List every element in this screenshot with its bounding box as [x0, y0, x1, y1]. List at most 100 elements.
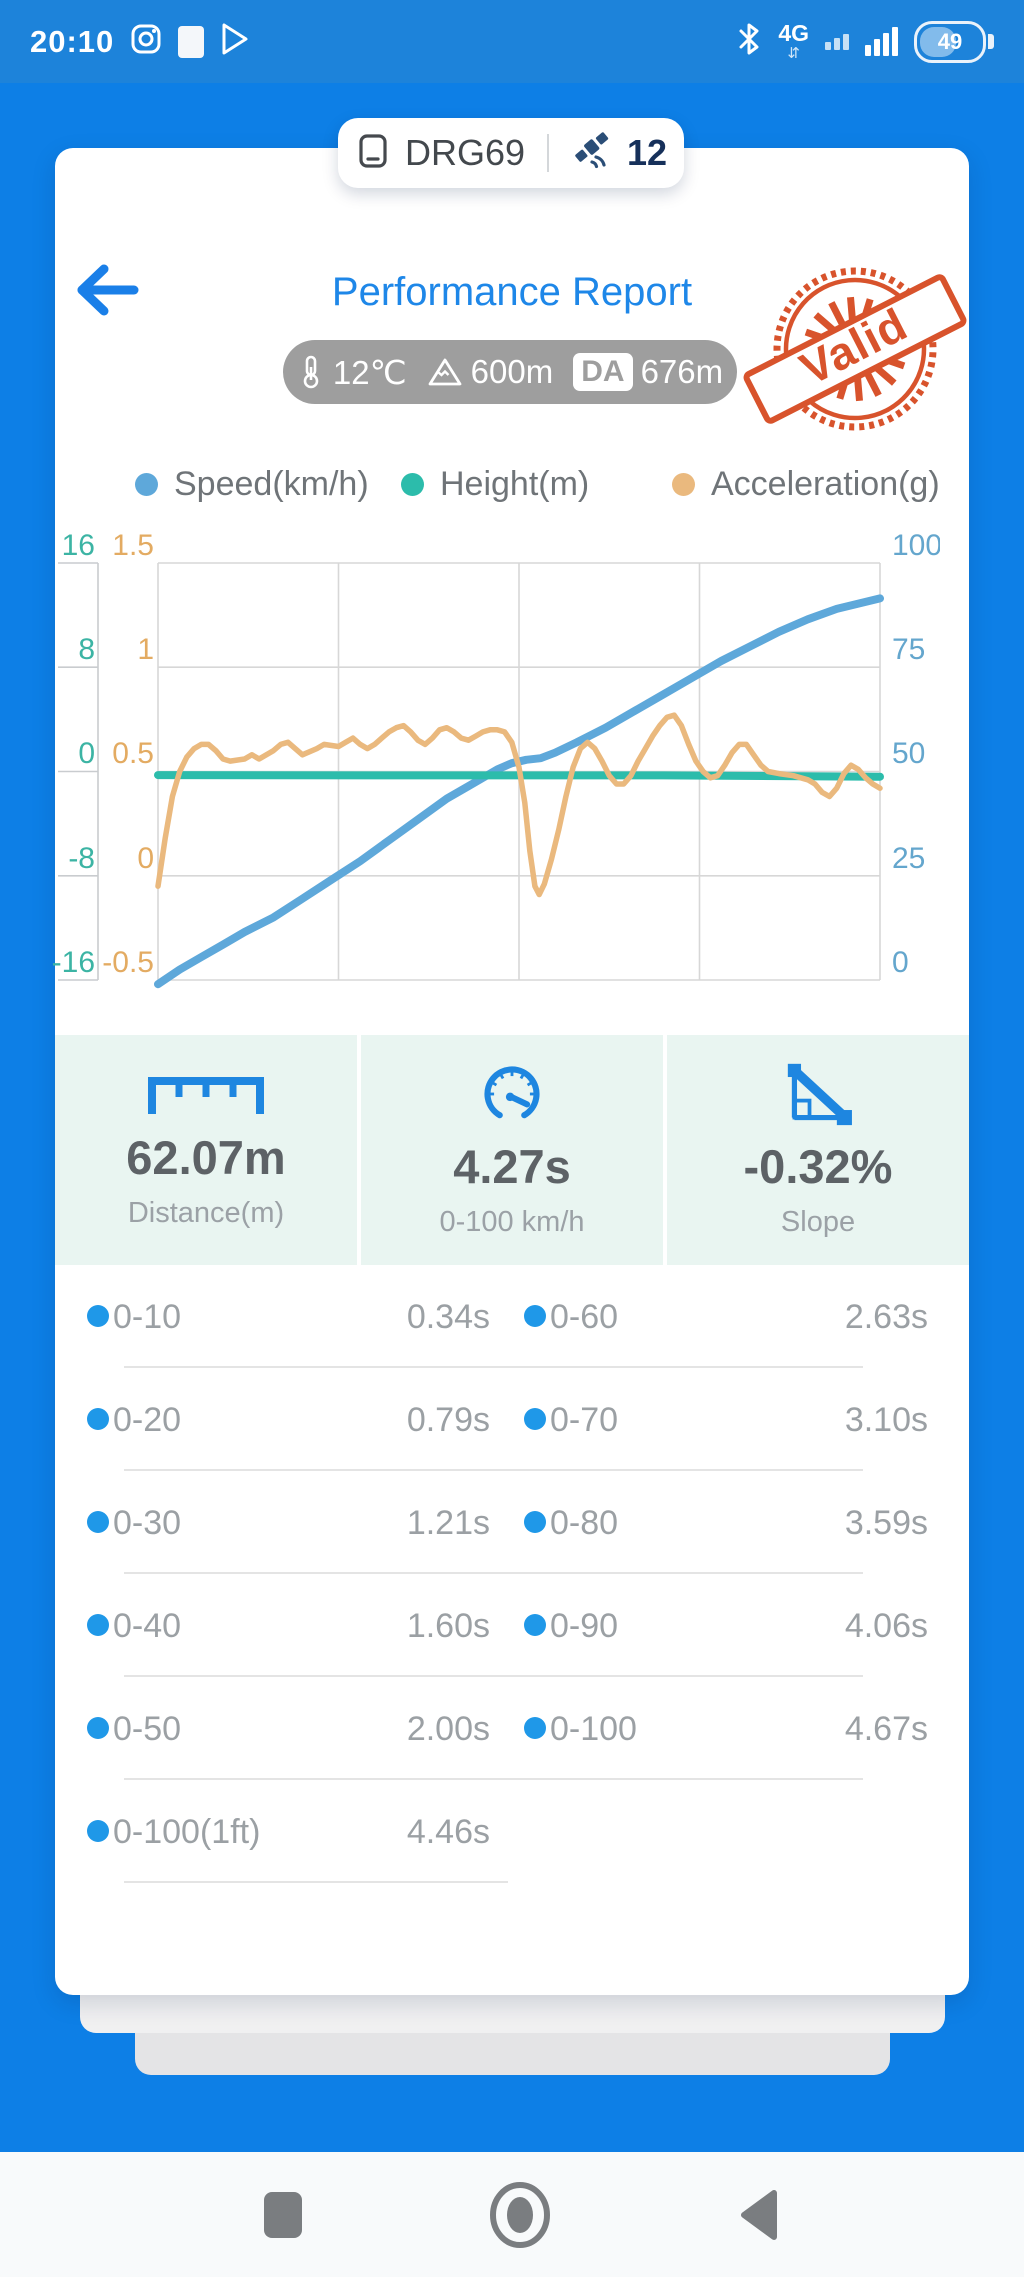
speed-dot-icon	[135, 472, 158, 496]
table-row: 0-40 1.60s 0-90 4.06s	[55, 1574, 969, 1677]
row-divider	[124, 1469, 863, 1471]
recents-square-icon	[264, 2191, 302, 2238]
pill-divider	[547, 134, 549, 172]
height-dot-icon	[401, 472, 424, 496]
series-line-Height(m)	[154, 771, 884, 781]
svg-text:-16: -16	[52, 946, 95, 979]
legend-label: Acceleration(g)	[711, 464, 940, 503]
card-stack-layer-1	[80, 1995, 945, 2033]
battery-indicator: 49	[914, 20, 994, 63]
back-nav-button[interactable]	[698, 2152, 818, 2277]
svg-text:75: 75	[892, 633, 925, 666]
time-value: 1.21s	[406, 1504, 490, 1542]
bullet-icon	[524, 1511, 546, 1533]
svg-text:25: 25	[892, 842, 925, 875]
svg-text:0: 0	[137, 842, 154, 875]
svg-text:0.5: 0.5	[112, 737, 154, 770]
legend-label: Speed(km/h)	[174, 464, 369, 503]
legend-item-acceleration: Acceleration(g)	[672, 462, 940, 506]
row-divider	[124, 1881, 508, 1883]
time-value: 4.46s	[406, 1813, 490, 1851]
signal-bars-sim2-icon	[865, 27, 898, 56]
page-title: Performance Report	[331, 270, 693, 314]
satellite-icon	[571, 130, 613, 177]
range-label: 0-90	[550, 1607, 619, 1645]
instagram-icon	[130, 23, 162, 60]
battery-icon: 49	[914, 20, 986, 63]
bluetooth-icon	[736, 22, 762, 61]
slope-icon	[787, 1063, 852, 1126]
stats-panel: 62.07m Distance(m) 4.27s 0-100 km/h	[55, 1035, 969, 1265]
temperature-value: 12℃	[332, 353, 407, 391]
row-divider	[124, 1366, 863, 1368]
series-line-Speed(km/h)	[154, 594, 884, 989]
distance-label: Distance(m)	[127, 1197, 285, 1229]
range-label: 0-80	[550, 1504, 619, 1542]
time-value: 3.59s	[844, 1504, 928, 1542]
back-button[interactable]	[68, 262, 144, 318]
device-pill[interactable]: DRG69 12	[338, 118, 684, 188]
table-row: 0-10 0.34s 0-60 2.63s	[55, 1265, 969, 1368]
range-label: 0-60	[550, 1298, 619, 1336]
time-value: 0.34s	[406, 1298, 490, 1336]
height-axis-labels: 16 8 0 -8 -16	[52, 529, 95, 979]
bullet-icon	[87, 1820, 109, 1842]
data-arrows-icon: ⇵	[787, 45, 800, 62]
slope-label: Slope	[780, 1206, 856, 1238]
speedometer-icon	[484, 1066, 540, 1119]
da-badge: DA	[573, 353, 633, 391]
bullet-icon	[524, 1305, 546, 1327]
device-icon	[355, 132, 391, 175]
stat-zero-to-hundred: 4.27s 0-100 km/h	[357, 1035, 663, 1265]
range-label: 0-70	[550, 1401, 619, 1439]
home-button[interactable]	[460, 2152, 580, 2277]
bullet-icon	[87, 1717, 109, 1739]
back-arrow-icon	[77, 264, 139, 316]
svg-text:-8: -8	[68, 842, 95, 875]
home-circle-icon	[490, 2181, 550, 2248]
network-type-indicator: 4G ⇵	[778, 20, 809, 62]
range-label: 0-10	[113, 1298, 182, 1336]
table-row: 0-30 1.21s 0-80 3.59s	[55, 1471, 969, 1574]
density-altitude-item: DA 676m	[573, 353, 723, 391]
left-axis-ticks	[58, 562, 99, 981]
report-card: Performance Report 12℃ 600m DA 676m	[52, 148, 969, 1995]
acceleration-dot-icon	[672, 472, 695, 496]
time-value: 4.67s	[844, 1710, 928, 1748]
row-divider	[124, 1675, 863, 1677]
svg-text:0: 0	[78, 737, 95, 770]
row-divider	[124, 1572, 863, 1574]
legend-item-speed: Speed(km/h)	[135, 462, 369, 506]
time-value: 4.06s	[844, 1607, 928, 1645]
recents-button[interactable]	[223, 2152, 343, 2277]
da-value: 676m	[640, 353, 724, 390]
status-bar: 20:10 4G ⇵	[0, 0, 1024, 83]
device-name: DRG69	[404, 132, 525, 173]
time-value: 2.00s	[406, 1710, 490, 1748]
performance-chart: 16 8 0 -8 -16 1.5 1 0.5 0 -0.5 100 75 50	[40, 520, 940, 1025]
svg-text:1.5: 1.5	[112, 529, 154, 562]
conditions-pill: 12℃ 600m DA 676m	[283, 340, 737, 404]
chart-series-lines	[154, 594, 884, 989]
range-label: 0-30	[113, 1504, 182, 1542]
bullet-icon	[524, 1408, 546, 1430]
satellite-count: 12	[627, 132, 668, 173]
card-stack-layer-2	[135, 2033, 890, 2075]
android-nav-bar	[0, 2152, 1024, 2277]
time-value: 2.63s	[844, 1298, 928, 1336]
bullet-icon	[524, 1614, 546, 1636]
range-label: 0-40	[113, 1607, 182, 1645]
thermometer-icon	[303, 355, 319, 389]
time-value: 3.10s	[844, 1401, 928, 1439]
valid-stamp: Valid	[743, 267, 967, 431]
svg-text:1: 1	[137, 633, 154, 666]
speed-axis-labels: 100 75 50 25 0	[892, 529, 940, 979]
table-row: 0-20 0.79s 0-70 3.10s	[55, 1368, 969, 1471]
series-line-Acceleration(g)	[155, 712, 883, 898]
notes-icon	[178, 25, 205, 58]
stat-slope: -0.32% Slope	[663, 1035, 969, 1265]
distance-value: 62.07m	[126, 1131, 286, 1184]
acceleration-times-table: 0-10 0.34s 0-60 2.63s 0-20 0.79s 0-70 3.…	[55, 1265, 969, 2005]
acceleration-axis-labels: 1.5 1 0.5 0 -0.5	[102, 529, 154, 979]
svg-text:-0.5: -0.5	[102, 946, 154, 979]
